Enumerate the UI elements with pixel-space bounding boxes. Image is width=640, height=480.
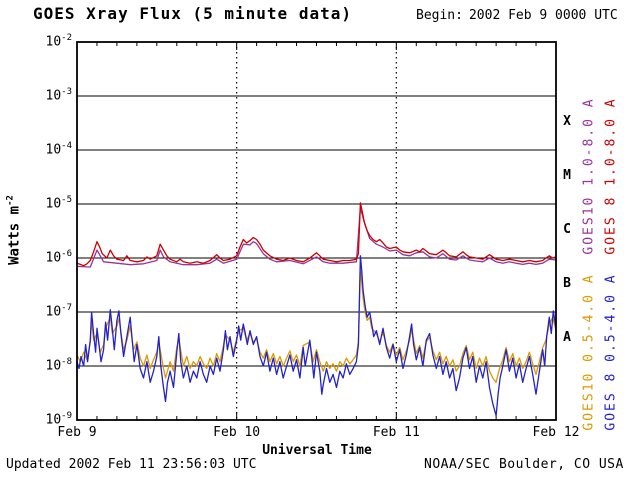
legend-goes-8-0-5-4-0-a: GOES 8 0.5-4.0 A bbox=[603, 273, 619, 431]
x-tick-label: Feb 11 bbox=[372, 425, 420, 440]
flare-class-c: C bbox=[563, 222, 571, 237]
org-credit: NOAA/SEC Boulder, CO USA bbox=[424, 457, 624, 472]
y-tick-label: 10-6 bbox=[45, 249, 73, 266]
updated-timestamp: Updated 2002 Feb 11 23:56:03 UTC bbox=[6, 457, 257, 472]
y-tick-label: 10-8 bbox=[45, 357, 73, 374]
y-tick-label: 10-2 bbox=[45, 33, 73, 50]
series-goes-8-1-0-8-0-a bbox=[77, 202, 556, 267]
begin-value: 2002 Feb 9 0000 UTC bbox=[468, 8, 618, 23]
x-tick-label: Feb 12 bbox=[532, 425, 580, 440]
legend-goes10-1-0-8-0-a: GOES10 1.0-8.0 A bbox=[581, 97, 597, 255]
series-goes10-0-5-4-0-a bbox=[77, 267, 556, 383]
series-goes-8-0-5-4-0-a bbox=[77, 255, 556, 417]
flare-class-x: X bbox=[563, 114, 571, 129]
flare-class-a: A bbox=[563, 330, 571, 345]
y-tick-label: 10-5 bbox=[45, 195, 73, 212]
decade-gridlines bbox=[77, 95, 556, 367]
y-tick-label: 10-9 bbox=[45, 411, 73, 428]
y-tick-label: 10-4 bbox=[45, 141, 73, 158]
x-tick-label: Feb 10 bbox=[213, 425, 261, 440]
x-tick-label: Feb 9 bbox=[57, 425, 97, 440]
day-boundary-lines bbox=[236, 42, 397, 420]
page-title: GOES Xray Flux (5 minute data) bbox=[33, 4, 352, 23]
flare-class-b: B bbox=[563, 276, 571, 291]
begin-time: Begin: 2002 Feb 9 0000 UTC bbox=[416, 8, 618, 23]
plot-frame bbox=[76, 41, 557, 421]
legend-goes-8-1-0-8-0-a: GOES 8 1.0-8.0 A bbox=[603, 97, 619, 255]
flare-class-m: M bbox=[563, 168, 571, 183]
x-axis-title: Universal Time bbox=[262, 443, 372, 458]
flux-series bbox=[77, 202, 556, 417]
y-axis-title: Watts m-2 bbox=[5, 195, 23, 265]
y-tick-label: 10-3 bbox=[45, 87, 73, 104]
y-tick-label: 10-7 bbox=[45, 303, 73, 320]
begin-label: Begin: bbox=[416, 8, 463, 23]
legend-goes10-0-5-4-0-a: GOES10 0.5-4.0 A bbox=[581, 273, 597, 431]
